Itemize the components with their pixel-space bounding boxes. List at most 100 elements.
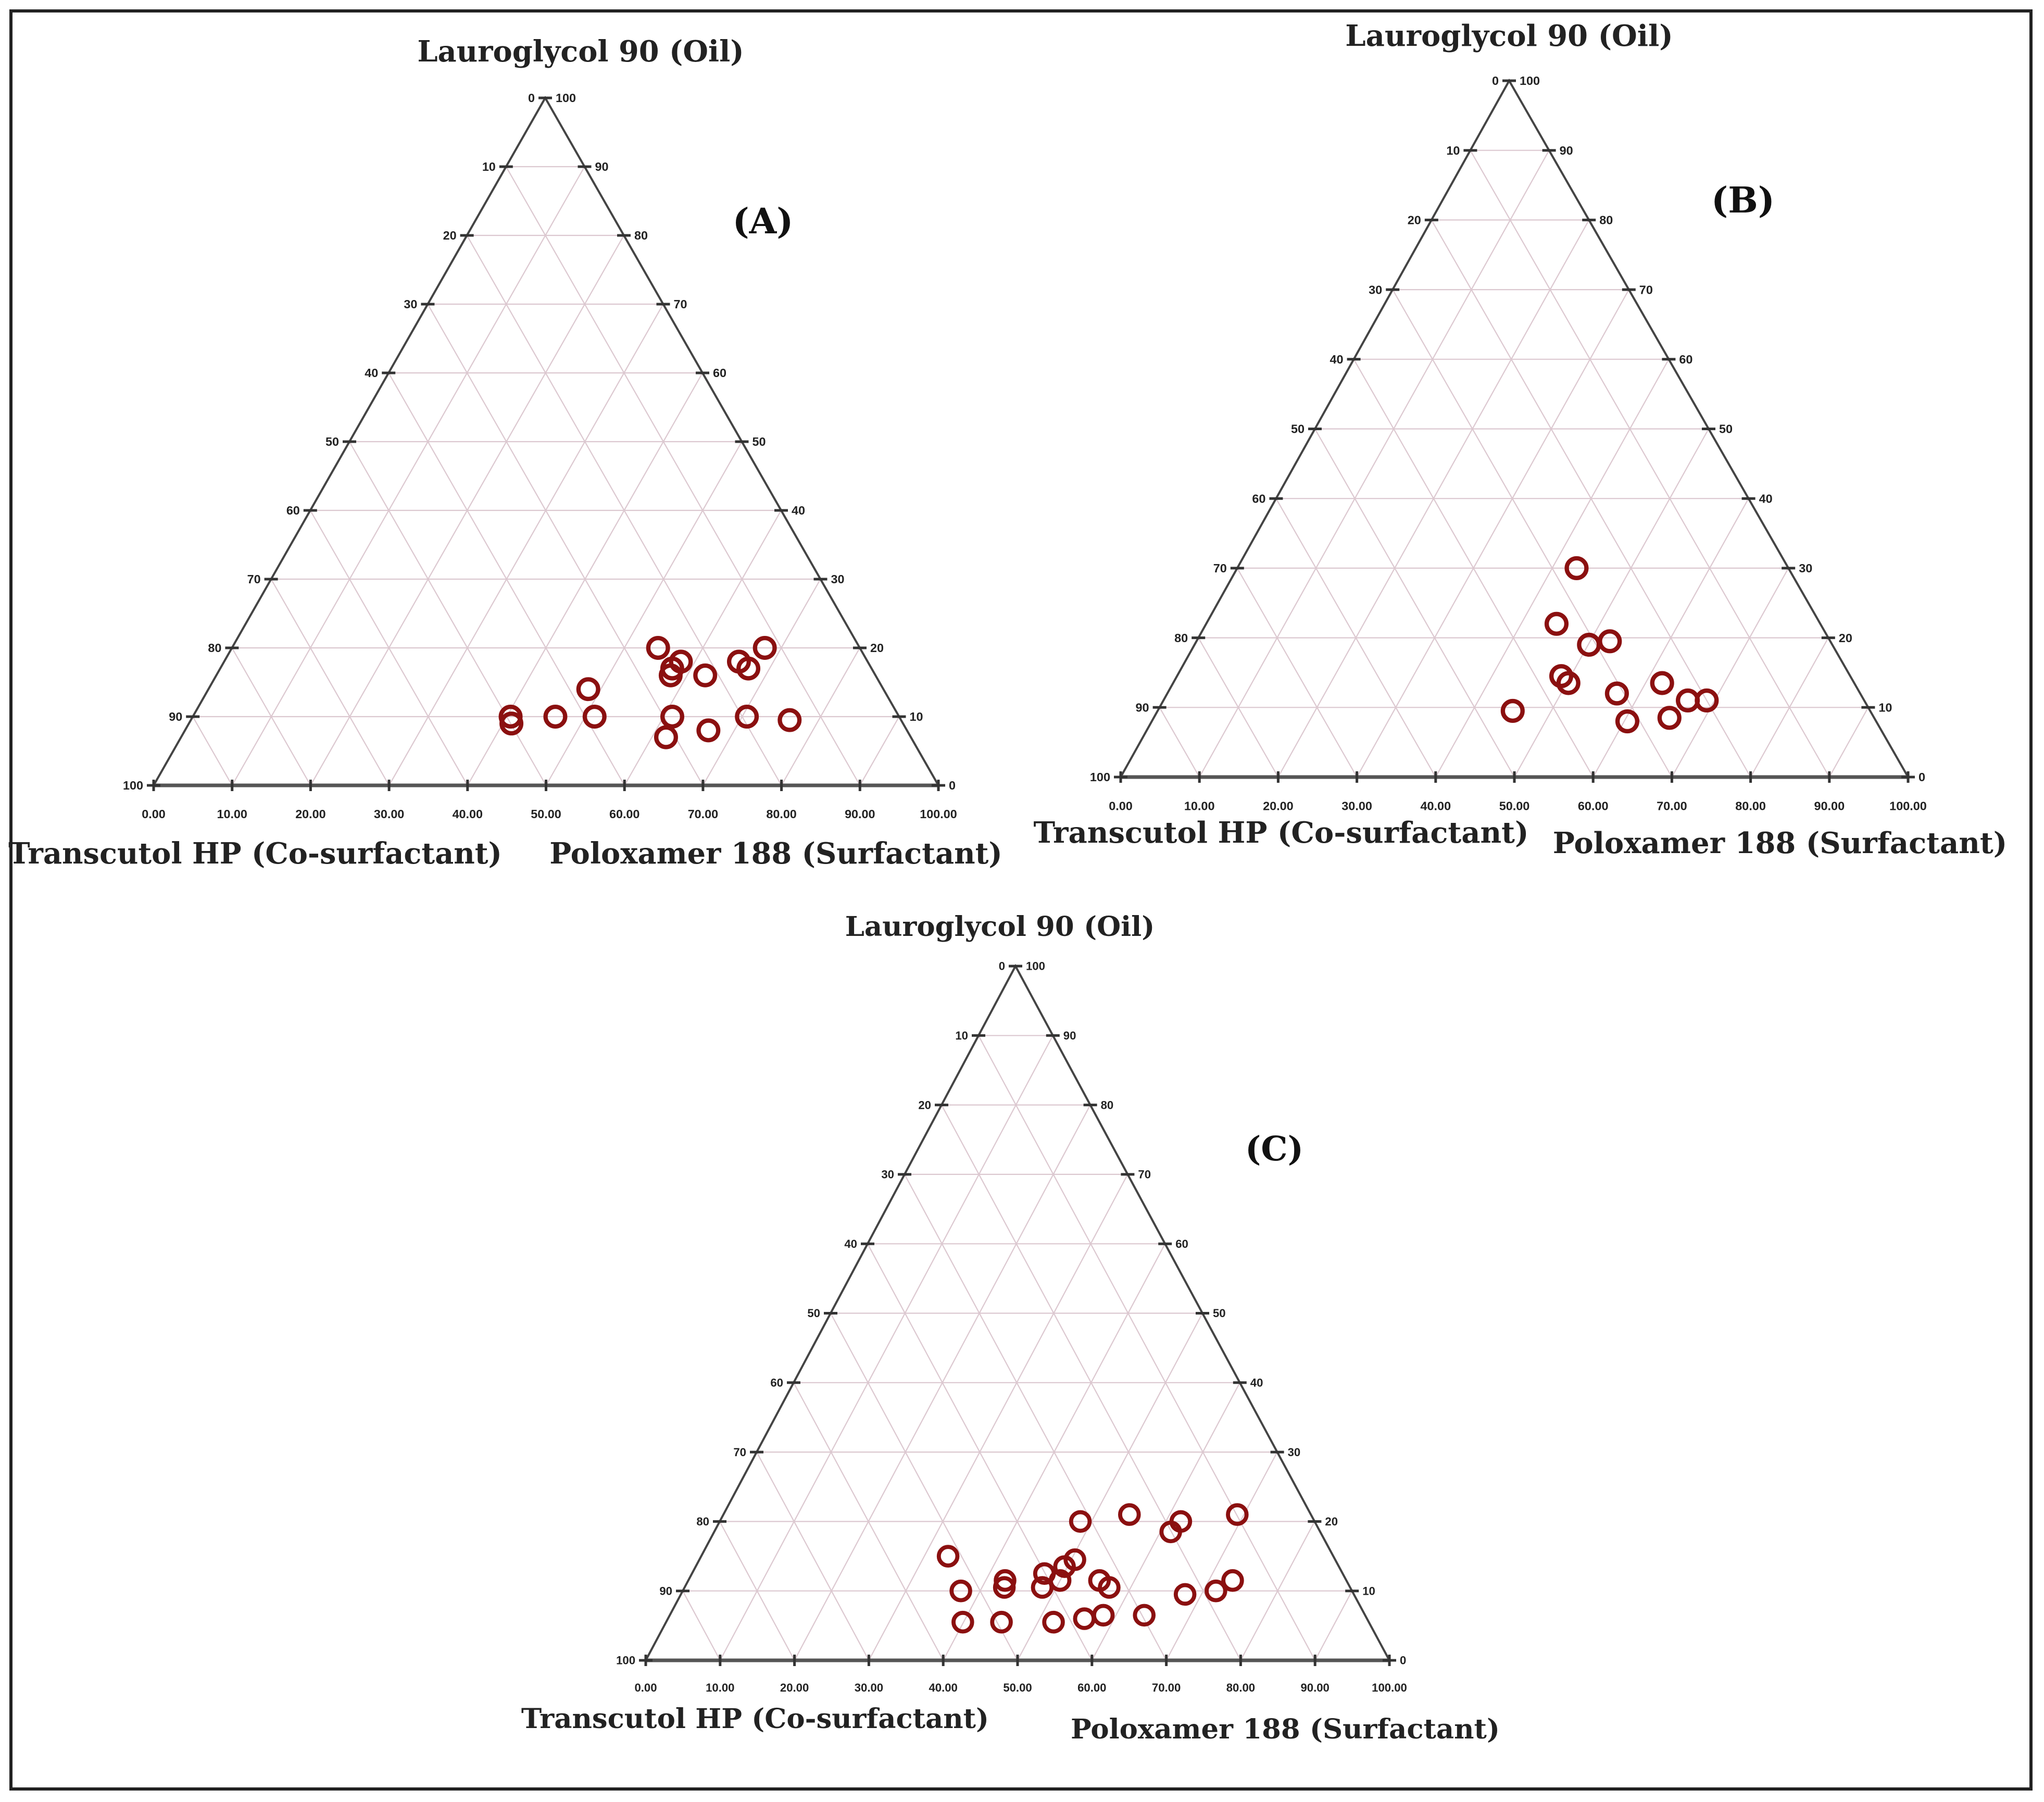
gridlines [1159,149,1869,778]
bottom-tick-label: 60.00 [1077,1681,1106,1694]
data-point [499,711,524,736]
right-tick-label: 80 [1599,214,1613,227]
bottom-tick-label: 20.00 [780,1681,809,1694]
data-point [1048,1569,1072,1592]
data-point [949,1579,972,1603]
bottom-axis-ticks: 0.00 10.00 20.00 30.00 40.00 50.00 60.00 70.00 8… [1109,771,1927,812]
ternary-chart-b: 0102030405060708090100100908070605040302… [1034,19,2008,860]
gridline-cosurfactant [505,166,861,786]
left-tick-label: 80 [696,1515,709,1528]
left-tick-label: 20 [918,1098,931,1111]
right-tick-label: 60 [1175,1237,1188,1250]
bottom-tick-label: 90.00 [845,807,875,821]
bottom-tick-label: 30.00 [374,807,404,821]
left-tick-label: 10 [1446,144,1460,157]
left-tick-label: 50 [1291,422,1305,436]
bottom-axis-ticks: 0.00 10.00 20.00 30.00 40.00 50.00 60.00 70.00 8… [634,1655,1407,1694]
gridline-surfactant [702,579,821,786]
bottom-tick-label: 30.00 [1341,799,1372,812]
gridline-cosurfactant [192,716,233,786]
data-point [1556,671,1581,695]
gridline-surfactant [859,716,900,786]
panel-label: (C) [1245,1130,1303,1169]
right-tick-label: 70 [1639,283,1653,296]
gridline-surfactant [781,647,860,786]
right-tick-label: 30 [831,572,845,586]
right-tick-label: 20 [870,641,884,655]
left-axis-ticks: 0 10 20 30 40 50 60 70 80 90 100 [616,960,1022,1667]
surfactant-axis-title: Poloxamer 188 (Surfactant) [1071,1713,1500,1745]
right-tick-label: 0 [1400,1654,1406,1667]
gridline-surfactant [231,166,585,786]
right-tick-label: 100 [1026,960,1045,973]
gridline-surfactant [1514,428,1709,778]
bottom-tick-label: 10.00 [1184,799,1215,812]
left-tick-label: 40 [365,366,378,380]
left-tick-label: 50 [807,1307,820,1320]
data-point [1598,629,1622,654]
right-tick-label: 10 [910,710,923,723]
left-tick-label: 20 [1408,214,1421,227]
data-point [1695,688,1719,712]
gridline-surfactant [1017,1312,1203,1661]
gridline-cosurfactant [1198,637,1279,778]
ternary-chart-c: 0102030405060708090100100908070605040302… [521,910,1500,1745]
right-tick-label: 80 [1101,1098,1114,1111]
oil-axis-title: Lauroglycol 90 (Oil) [417,35,744,69]
data-point [543,705,568,729]
right-tick-label: 0 [1918,770,1925,784]
bottom-tick-label: 40.00 [929,1681,958,1694]
bottom-tick-label: 0.00 [142,807,165,821]
panel-label: (A) [733,200,794,242]
bottom-tick-label: 100.00 [920,807,957,821]
right-tick-label: 20 [1325,1515,1338,1528]
right-tick-label: 40 [1759,492,1773,505]
gridline-surfactant [545,441,743,786]
bottom-tick-label: 0.00 [1109,799,1133,812]
right-tick-label: 80 [634,229,648,242]
right-tick-label: 10 [1878,701,1892,715]
gridline-cosurfactant [270,579,390,786]
gridline-cosurfactant [756,1451,870,1661]
right-tick-label: 70 [1138,1168,1151,1181]
gridlines [682,1035,1353,1661]
gridline-cosurfactant [904,1174,1167,1661]
data-point [1042,1610,1065,1634]
right-tick-label: 50 [1719,422,1733,436]
right-tick-label: 10 [1362,1584,1375,1597]
bottom-tick-label: 20.00 [295,807,325,821]
left-tick-label: 30 [404,297,417,311]
left-tick-label: 90 [1136,701,1149,715]
gridline-cosurfactant [1275,498,1436,778]
data-point [993,1576,1016,1599]
gridline-surfactant [719,1035,1054,1661]
bottom-tick-label: 90.00 [1301,1681,1330,1694]
bottom-tick-label: 30.00 [855,1681,883,1694]
left-tick-label: 30 [881,1168,894,1181]
left-tick-label: 60 [286,504,300,517]
data-point [753,636,777,660]
gridline-cosurfactant [793,1382,944,1661]
right-tick-label: 0 [949,779,956,792]
bottom-tick-label: 100.00 [1372,1681,1407,1694]
right-tick-label: 70 [674,297,687,311]
data-points [498,636,802,749]
data-point [1069,1510,1092,1533]
data-point [658,663,683,687]
data-point [990,1610,1013,1634]
gridline-cosurfactant [1314,428,1515,778]
right-tick-label: 30 [1288,1446,1301,1459]
cosurfactant-axis-title: Transcutol HP (Co-surfactant) [8,837,502,871]
bottom-tick-label: 80.00 [1226,1681,1255,1694]
right-tick-label: 90 [1063,1029,1076,1042]
data-point [1073,1607,1096,1630]
oil-axis-title: Lauroglycol 90 (Oil) [845,910,1155,943]
gridline-surfactant [1314,1591,1353,1661]
data-point [1549,664,1574,689]
surfactant-axis-title: Poloxamer 188 (Surfactant) [549,837,1002,871]
left-tick-label: 0 [1492,74,1499,87]
oil-axis-title: Lauroglycol 90 (Oil) [1345,19,1673,53]
